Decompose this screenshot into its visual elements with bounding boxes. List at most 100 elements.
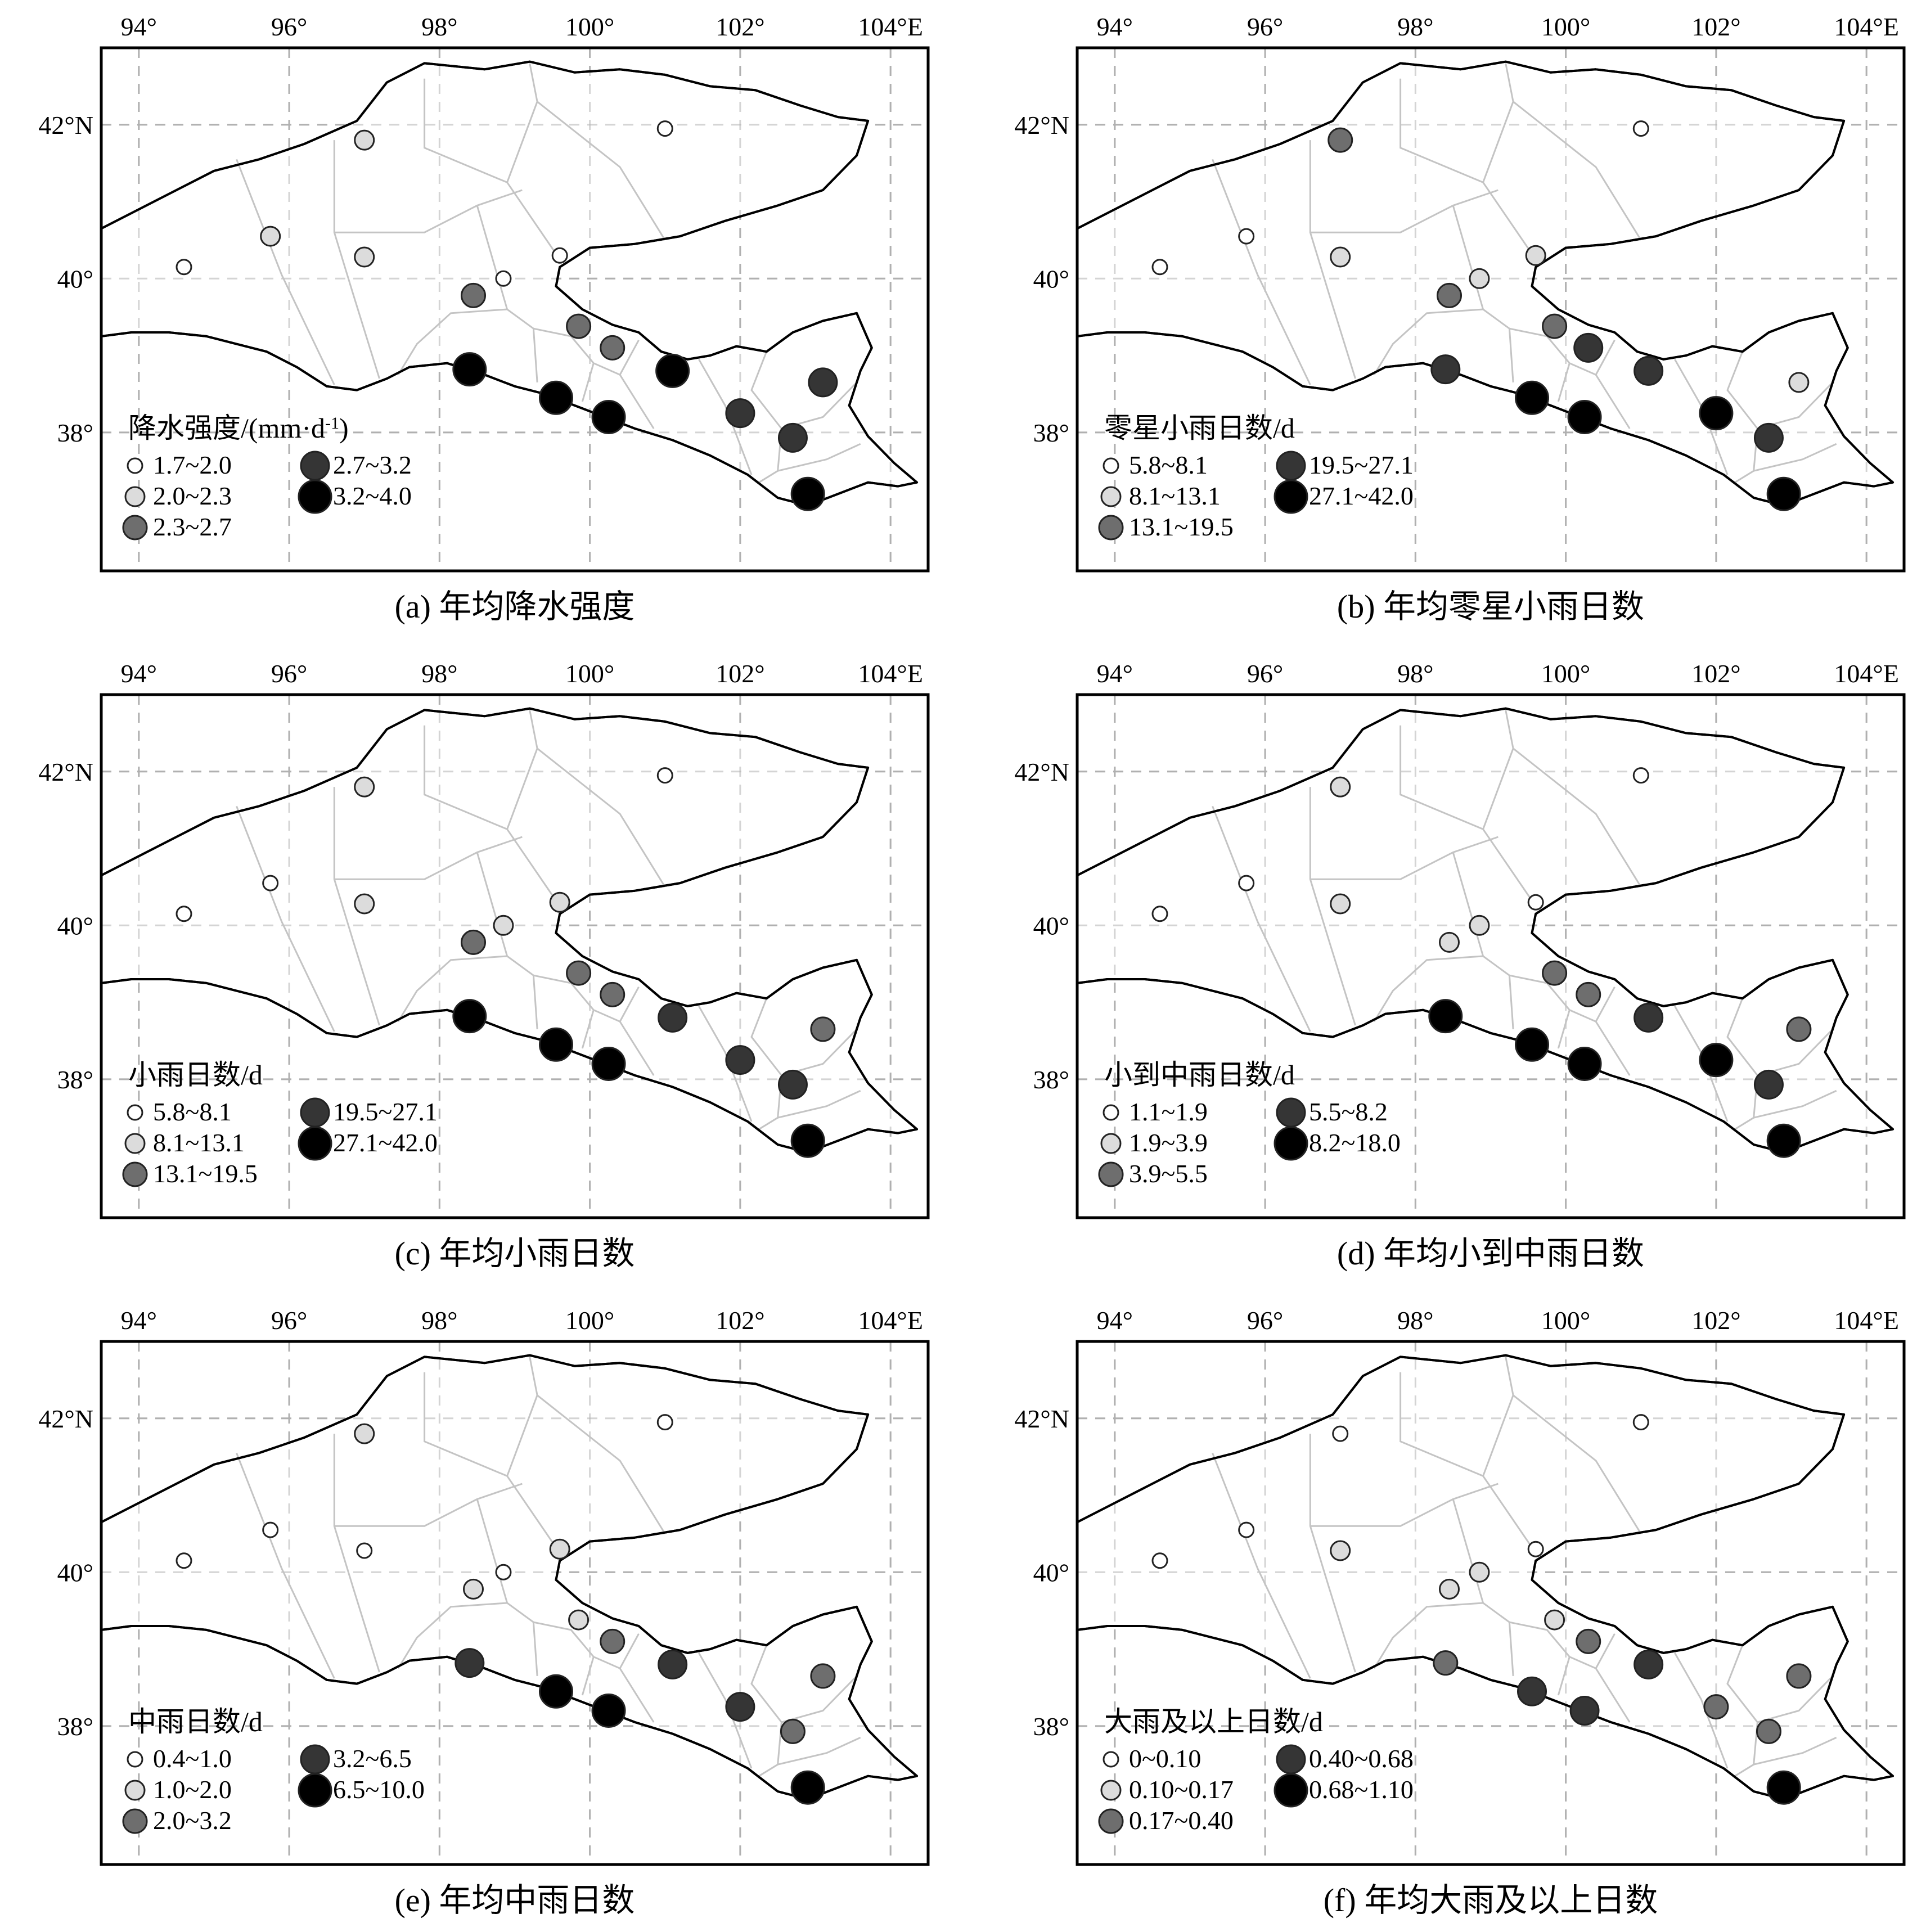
lon-tick-label: 102° — [716, 1306, 764, 1335]
thiessen-boundary — [1674, 1652, 1729, 1769]
thiessen-boundary — [698, 1006, 753, 1122]
station-marker — [1428, 999, 1463, 1034]
station-marker — [810, 1663, 836, 1689]
station-marker — [1634, 1649, 1664, 1679]
map-frame — [100, 46, 930, 573]
lon-tick-label: 102° — [1691, 12, 1740, 41]
legend-swatch — [127, 1104, 143, 1121]
lon-tick-label: 100° — [565, 659, 614, 688]
thiessen-boundary — [424, 63, 538, 184]
station-marker — [1786, 1016, 1812, 1042]
panel-caption: (b) 年均零星小雨日数 — [1337, 588, 1644, 625]
station-marker — [1788, 372, 1810, 393]
panel-caption: (a) 年均降水强度 — [395, 588, 635, 625]
station-marker — [725, 1692, 755, 1722]
map-panel-e: 94° 96° 98° 100° 102° 104°E 42°N 40° 38° 中雨日数/d 0.… — [38, 1306, 930, 1919]
lat-tick-label: 38° — [1033, 418, 1069, 447]
station-marker — [1634, 1002, 1664, 1033]
lon-tick-label: 100° — [565, 12, 614, 41]
thiessen-boundary — [397, 955, 507, 1023]
station-marker — [1766, 1770, 1801, 1805]
thiessen-boundary — [1734, 1116, 1754, 1130]
legend-item-label: 19.5~27.1 — [1309, 451, 1414, 479]
legend-item-label: 1.9~3.9 — [1129, 1128, 1208, 1157]
thiessen-boundary — [334, 189, 523, 233]
legend-swatch — [127, 457, 143, 474]
legend: 降水强度/(mm·d-1) 1.7~2.02.0~2.32.3~2.7 2.7~3.… — [122, 412, 412, 541]
thiessen-boundary — [476, 205, 538, 383]
station-marker — [1437, 282, 1462, 308]
legend-swatch — [1276, 1744, 1306, 1775]
station-marker — [600, 335, 626, 361]
legend-item-label: 0.10~0.17 — [1129, 1775, 1234, 1804]
station-marker — [591, 1046, 626, 1081]
legend-swatch — [122, 1808, 148, 1834]
lon-tick-label: 104°E — [1834, 659, 1899, 688]
thiessen-boundary — [506, 182, 561, 260]
station-marker — [356, 1542, 373, 1559]
station-marker — [1632, 767, 1649, 784]
station-marker — [1151, 1552, 1168, 1569]
legend-swatch — [124, 1780, 146, 1801]
legend-swatch — [1276, 1097, 1306, 1128]
thiessen-boundary — [1513, 101, 1642, 241]
lat-tick-label: 38° — [57, 418, 93, 447]
thiessen-boundary — [334, 1483, 523, 1527]
legend: 中雨日数/d 0.4~1.01.0~2.02.0~3.2 3.2~6.56.5~10… — [122, 1706, 425, 1835]
legend-item-label: 0.40~0.68 — [1309, 1744, 1414, 1773]
station-marker — [1766, 476, 1801, 511]
station-marker — [656, 1414, 673, 1431]
thiessen-boundary — [1310, 1483, 1498, 1527]
station-marker — [1330, 776, 1351, 798]
station-marker — [1517, 1676, 1547, 1706]
lon-tick-label: 98° — [1397, 1306, 1433, 1335]
station-marker — [354, 246, 375, 268]
legend-swatch — [1276, 451, 1306, 481]
thiessen-boundary — [1452, 852, 1514, 1030]
lon-tick-label: 104°E — [1834, 12, 1899, 41]
station-marker — [566, 960, 592, 986]
lon-tick-label: 104°E — [858, 1306, 923, 1335]
map-frame — [1076, 693, 1906, 1219]
station-marker — [810, 1016, 836, 1042]
legend-title: 小雨日数/d — [128, 1059, 263, 1091]
lon-tick-label: 94° — [1097, 659, 1133, 688]
thiessen-boundary — [1595, 986, 1616, 1023]
legend-item-label: 8.1~13.1 — [1129, 481, 1221, 510]
thiessen-boundary — [1373, 308, 1483, 376]
lat-tick-label: 40° — [1033, 1558, 1069, 1587]
station-marker — [1515, 1027, 1549, 1062]
lon-tick-label: 98° — [1397, 659, 1433, 688]
legend-item-label: 3.2~4.0 — [333, 481, 412, 510]
legend-swatch — [1098, 1808, 1124, 1834]
panel-caption: (e) 年均中雨日数 — [395, 1882, 635, 1919]
station-marker — [354, 1423, 375, 1444]
thiessen-boundary — [537, 101, 666, 241]
lat-tick-label: 38° — [1033, 1712, 1069, 1741]
legend-swatch — [298, 1773, 332, 1808]
station-marker — [1439, 1578, 1460, 1600]
legend-title: 大雨及以上日数/d — [1104, 1706, 1323, 1737]
lon-tick-label: 94° — [1097, 1306, 1133, 1335]
lon-tick-label: 98° — [421, 1306, 457, 1335]
station-marker — [495, 1564, 512, 1580]
thiessen-boundary — [1557, 363, 1570, 402]
lon-tick-label: 98° — [421, 659, 457, 688]
lat-tick-label: 40° — [57, 911, 93, 940]
legend-item-label: 5.8~8.1 — [153, 1097, 232, 1126]
thiessen-boundary — [619, 986, 640, 1023]
thiessen-boundary — [533, 974, 655, 1076]
station-marker — [1238, 228, 1255, 245]
station-marker — [463, 1578, 484, 1600]
station-marker — [790, 1123, 825, 1158]
station-marker — [656, 767, 673, 784]
legend-item-label: 13.1~19.5 — [153, 1159, 258, 1188]
lon-tick-label: 96° — [1247, 659, 1283, 688]
station-marker — [1527, 1541, 1544, 1557]
station-marker — [493, 915, 514, 936]
station-marker — [262, 875, 279, 891]
station-marker — [1544, 1609, 1565, 1631]
station-marker — [1525, 245, 1546, 266]
thiessen-boundary — [758, 1116, 778, 1130]
lon-tick-label: 94° — [1097, 12, 1133, 41]
